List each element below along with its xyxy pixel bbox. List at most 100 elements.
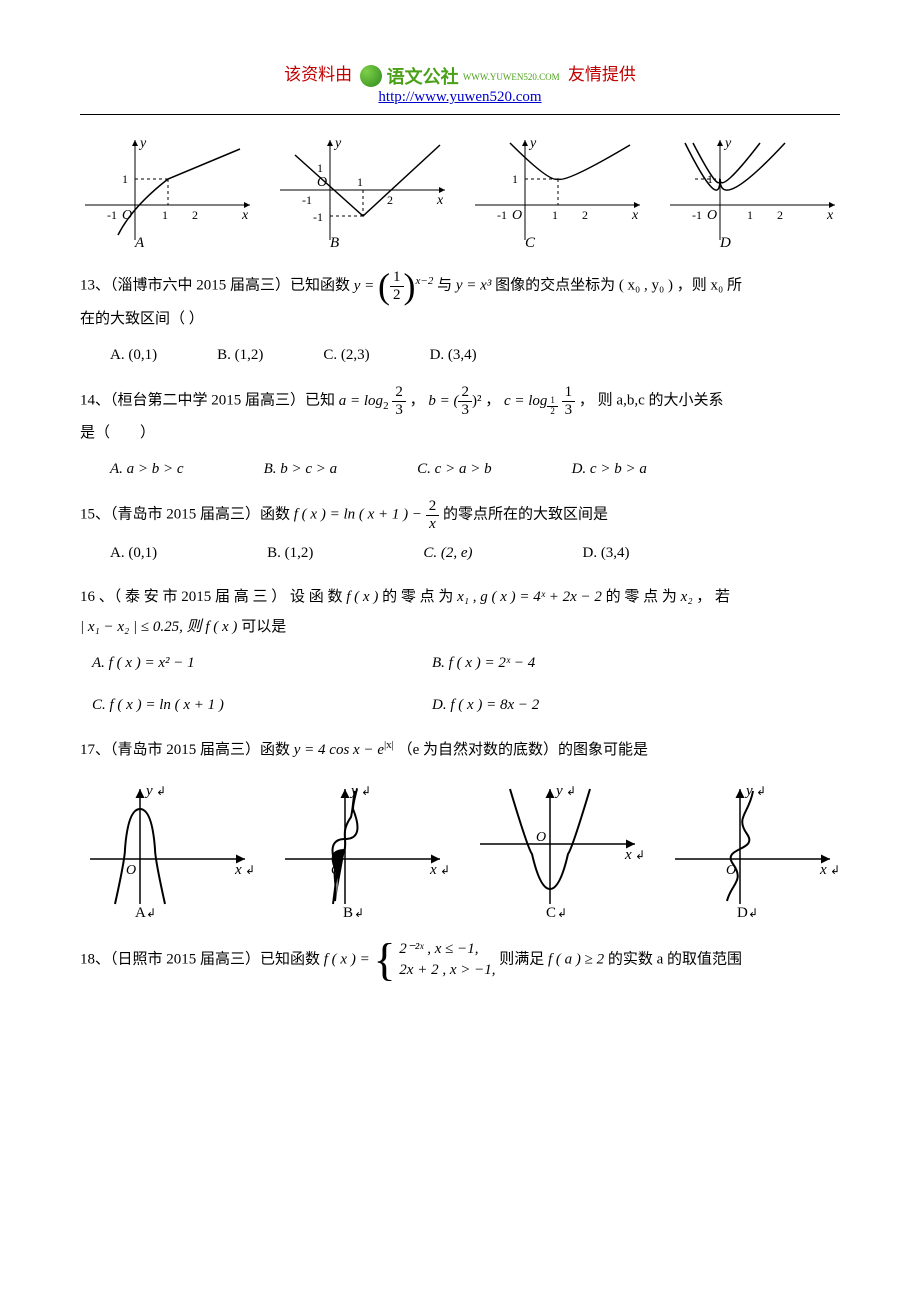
q14-opt-d: D. c > b > a <box>572 454 647 484</box>
svg-text:-1: -1 <box>107 208 117 222</box>
svg-text:O: O <box>536 830 546 845</box>
svg-text:A: A <box>134 235 145 250</box>
svg-text:B: B <box>330 235 339 250</box>
svg-text:y: y <box>144 783 153 799</box>
svg-text:x: x <box>624 847 632 863</box>
svg-text:B: B <box>343 905 353 919</box>
q14-b: b = (23)² <box>428 393 485 409</box>
svg-text:↲: ↲ <box>635 848 645 862</box>
svg-text:-1: -1 <box>313 210 323 224</box>
q14-a: a = log2 23 <box>339 393 410 409</box>
svg-text:↲: ↲ <box>440 863 450 877</box>
svg-text:x: x <box>826 208 834 223</box>
svg-text:↲: ↲ <box>361 784 371 798</box>
q13-expr2: y = x³ <box>456 278 491 294</box>
svg-text:O: O <box>126 863 136 878</box>
header-divider <box>80 114 840 115</box>
q18-piecewise: { 2⁻²ˣ , x ≤ −1, 2x + 2 , x > −1, <box>373 937 495 983</box>
q15-post: 的零点所在的大致区间是 <box>443 507 608 523</box>
q13-expr: y = (12)x−2 <box>354 278 437 294</box>
svg-text:x: x <box>631 208 639 223</box>
q16-options: A. f ( x ) = x² − 1 B. f ( x ) = 2ˣ − 4 … <box>92 648 840 720</box>
graph-b: y x O -1 1 2 1 -1 B <box>275 135 450 250</box>
q15-fx: f ( x ) = ln ( x + 1 ) − <box>294 507 426 523</box>
q18-cond: f ( a ) ≥ 2 <box>548 952 604 968</box>
question-17: 17、（青岛市 2015 届高三）函数 y = 4 cos x − e|x| （… <box>80 734 840 765</box>
svg-text:y: y <box>723 136 732 151</box>
svg-text:y: y <box>554 783 563 799</box>
svg-text:↲: ↲ <box>830 863 840 877</box>
svg-text:2: 2 <box>192 208 198 222</box>
svg-text:C: C <box>525 235 536 250</box>
q14-options: A. a > b > c B. b > c > a C. c > a > b D… <box>110 454 840 484</box>
q13-line2: 在的大致区间（ ） <box>80 304 840 334</box>
q13-mid: 与 <box>437 278 456 294</box>
svg-text:-1: -1 <box>497 208 507 222</box>
site-link[interactable]: http://www.yuwen520.com <box>378 89 541 105</box>
svg-text:2: 2 <box>387 193 393 207</box>
q16-gx: g ( x ) = 4ˣ + 2x − 2 <box>480 589 602 605</box>
q13-prefix: 13、（淄博市六中 2015 届高三）已知函数 <box>80 278 354 294</box>
header-line-1: 该资料由 语文公社 WWW.YUWEN520.COM 友情提供 <box>80 60 840 89</box>
logo-text: 语文公社 <box>387 67 459 87</box>
svg-text:↲: ↲ <box>557 906 567 919</box>
q15-opt-a: A. (0,1) <box>110 538 157 568</box>
svg-text:A: A <box>135 905 146 919</box>
q14-line2: 是（ ） <box>80 418 840 448</box>
q13-post: 图像的交点坐标为 ( x₀ , y₀ ) ，则 x₀ 所 <box>495 278 742 294</box>
q17-post: （e 为自然对数的底数）的图象可能是 <box>398 742 648 758</box>
q16-opt-d: D. f ( x ) = 8x − 2 <box>432 690 732 720</box>
question-13: 13、（淄博市六中 2015 届高三）已知函数 y = (12)x−2 与 y … <box>80 268 840 370</box>
logo-subtext: WWW.YUWEN520.COM <box>463 72 560 82</box>
svg-text:x: x <box>436 193 444 208</box>
svg-text:2: 2 <box>777 208 783 222</box>
q16-opt-b: B. f ( x ) = 2ˣ − 4 <box>432 648 732 678</box>
bottom-graph-row: y↲ x↲ O A↲ y↲ x↲ O B↲ y↲ x↲ O C↲ y↲ x↲ O… <box>80 779 840 919</box>
graph-17-c: y↲ x↲ O C↲ <box>470 779 645 919</box>
q18-text: 18、（日照市 2015 届高三）已知函数 <box>80 952 324 968</box>
svg-text:C: C <box>546 905 556 919</box>
svg-text:O: O <box>707 208 717 223</box>
question-18: 18、（日照市 2015 届高三）已知函数 f ( x ) = { 2⁻²ˣ ,… <box>80 937 840 983</box>
logo-swirl-icon <box>360 65 382 87</box>
q13-opt-c: C. (2,3) <box>323 340 369 370</box>
svg-text:x: x <box>241 208 249 223</box>
svg-text:y: y <box>528 136 537 151</box>
q16-fx: f ( x ) <box>346 589 378 605</box>
question-15: 15、（青岛市 2015 届高三）函数 f ( x ) = ln ( x + 1… <box>80 498 840 568</box>
q15-opt-b: B. (1,2) <box>267 538 313 568</box>
svg-text:↲: ↲ <box>156 784 166 798</box>
q16-text: 16 、（ 泰 安 市 2015 届 高 三 ） 设 函 数 <box>80 589 346 605</box>
q16-line2: | x₁ − x₂ | ≤ 0.25, 则 f ( x ) 可以是 <box>80 612 840 642</box>
q18-fx: f ( x ) = <box>324 952 374 968</box>
svg-text:-1: -1 <box>692 208 702 222</box>
question-16: 16 、（ 泰 安 市 2015 届 高 三 ） 设 函 数 f ( x ) 的… <box>80 582 840 720</box>
q15-opt-c: C. (2, e) <box>423 538 472 568</box>
svg-text:1: 1 <box>122 172 128 186</box>
q14-opt-b: B. b > c > a <box>264 454 338 484</box>
svg-text:↲: ↲ <box>354 906 364 919</box>
q14-post: ， 则 a,b,c 的大小关系 <box>579 393 724 409</box>
q16-opt-c: C. f ( x ) = ln ( x + 1 ) <box>92 690 392 720</box>
page-header: 该资料由 语文公社 WWW.YUWEN520.COM 友情提供 http://w… <box>80 60 840 115</box>
svg-text:1: 1 <box>317 161 323 175</box>
q14-prefix: 14、（桓台第二中学 2015 届高三）已知 <box>80 393 339 409</box>
q16-opt-a: A. f ( x ) = x² − 1 <box>92 648 392 678</box>
q13-options: A. (0,1) B. (1,2) C. (2,3) D. (3,4) <box>110 340 840 370</box>
header-suffix: 友情提供 <box>568 65 636 84</box>
q13-opt-b: B. (1,2) <box>217 340 263 370</box>
q15-text: 15、（青岛市 2015 届高三）函数 <box>80 507 294 523</box>
svg-text:1: 1 <box>357 175 363 189</box>
q15-options: A. (0,1) B. (1,2) C. (2, e) D. (3,4) <box>110 538 840 568</box>
graph-c: y x O -1 1 2 1 C <box>470 135 645 250</box>
q14-c: c = log12 13 <box>504 393 579 409</box>
svg-text:y: y <box>138 136 147 151</box>
graph-17-d: y↲ x↲ O D↲ <box>665 779 840 919</box>
q14-opt-c: C. c > a > b <box>417 454 491 484</box>
q17-text: 17、（青岛市 2015 届高三）函数 <box>80 742 294 758</box>
q17-fx: y = 4 cos x − e <box>294 742 384 758</box>
graph-d: y x O -1 1 2 1 D <box>665 135 840 250</box>
graph-17-a: y↲ x↲ O A↲ <box>80 779 255 919</box>
svg-text:↲: ↲ <box>146 906 156 919</box>
svg-text:1: 1 <box>747 208 753 222</box>
